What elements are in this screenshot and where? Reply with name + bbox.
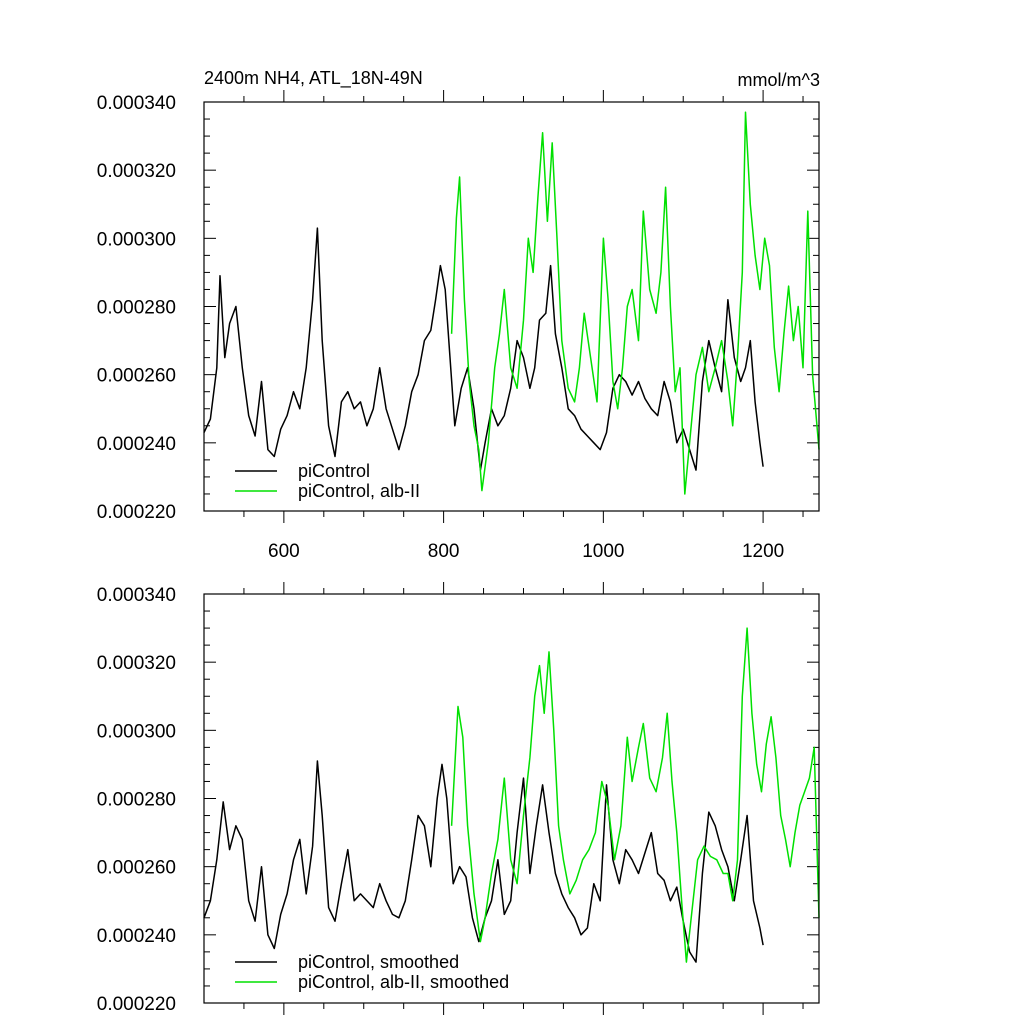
- bottom-panel-frame: [203, 593, 820, 1004]
- units-label: mmol/m^3: [738, 70, 820, 90]
- bottom-panel-ticks: 0.000220 0.000240 0.000260 0.000280 0.000300…: [97, 582, 819, 1015]
- x-tick-label: 800: [428, 541, 460, 562]
- x-tick-label: 600: [268, 541, 300, 562]
- y-tick-label: 0.000240: [97, 434, 176, 455]
- y-tick-label: 0.000260: [97, 366, 176, 387]
- y-tick-label: 0.000260: [97, 858, 176, 879]
- y-tick-label: 0.000280: [97, 790, 176, 811]
- series-line-picontrol-smoothed: [203, 760, 764, 963]
- top-panel-legend: piControl piControl, alb-II: [235, 461, 420, 501]
- x-tick-label: 1200: [742, 541, 784, 562]
- series-line-picontrol: [203, 227, 764, 471]
- top-panel-series: [203, 111, 820, 495]
- y-tick-label: 0.000340: [97, 93, 176, 114]
- y-tick-label: 0.000300: [97, 229, 176, 250]
- y-tick-label: 0.000340: [97, 585, 176, 606]
- y-tick-label: 0.000300: [97, 721, 176, 742]
- x-tick-label: 1000: [582, 541, 624, 562]
- top-panel: 2400m NH4, ATL_18N-49N mmol/m^3 0.000220…: [97, 68, 820, 562]
- y-tick-label: 0.000320: [97, 161, 176, 182]
- series-line-picontrol-alb-ii: [450, 111, 820, 495]
- bottom-panel-legend: piControl, smoothed piControl, alb-II, s…: [235, 952, 509, 992]
- legend-label-picontrol-smoothed: piControl, smoothed: [298, 952, 459, 972]
- legend-label-alb-ii: piControl, alb-II: [298, 481, 420, 501]
- y-tick-label: 0.000220: [97, 502, 176, 523]
- legend-label-picontrol: piControl: [298, 461, 370, 481]
- y-tick-label: 0.000220: [97, 994, 176, 1015]
- series-line-picontrol-alb-ii-smoothed: [450, 627, 820, 963]
- y-tick-label: 0.000280: [97, 298, 176, 319]
- bottom-panel: 0.000220 0.000240 0.000260 0.000280 0.000300…: [97, 582, 820, 1015]
- y-tick-label: 0.000320: [97, 653, 176, 674]
- y-tick-label: 0.000240: [97, 926, 176, 947]
- top-panel-frame: [203, 101, 820, 512]
- bottom-panel-series: [203, 627, 820, 963]
- chart-title: 2400m NH4, ATL_18N-49N: [204, 68, 423, 89]
- legend-label-alb-ii-smoothed: piControl, alb-II, smoothed: [298, 972, 509, 992]
- top-panel-ticks: 0.000220 0.000240 0.000260 0.000280 0.000300…: [97, 90, 819, 562]
